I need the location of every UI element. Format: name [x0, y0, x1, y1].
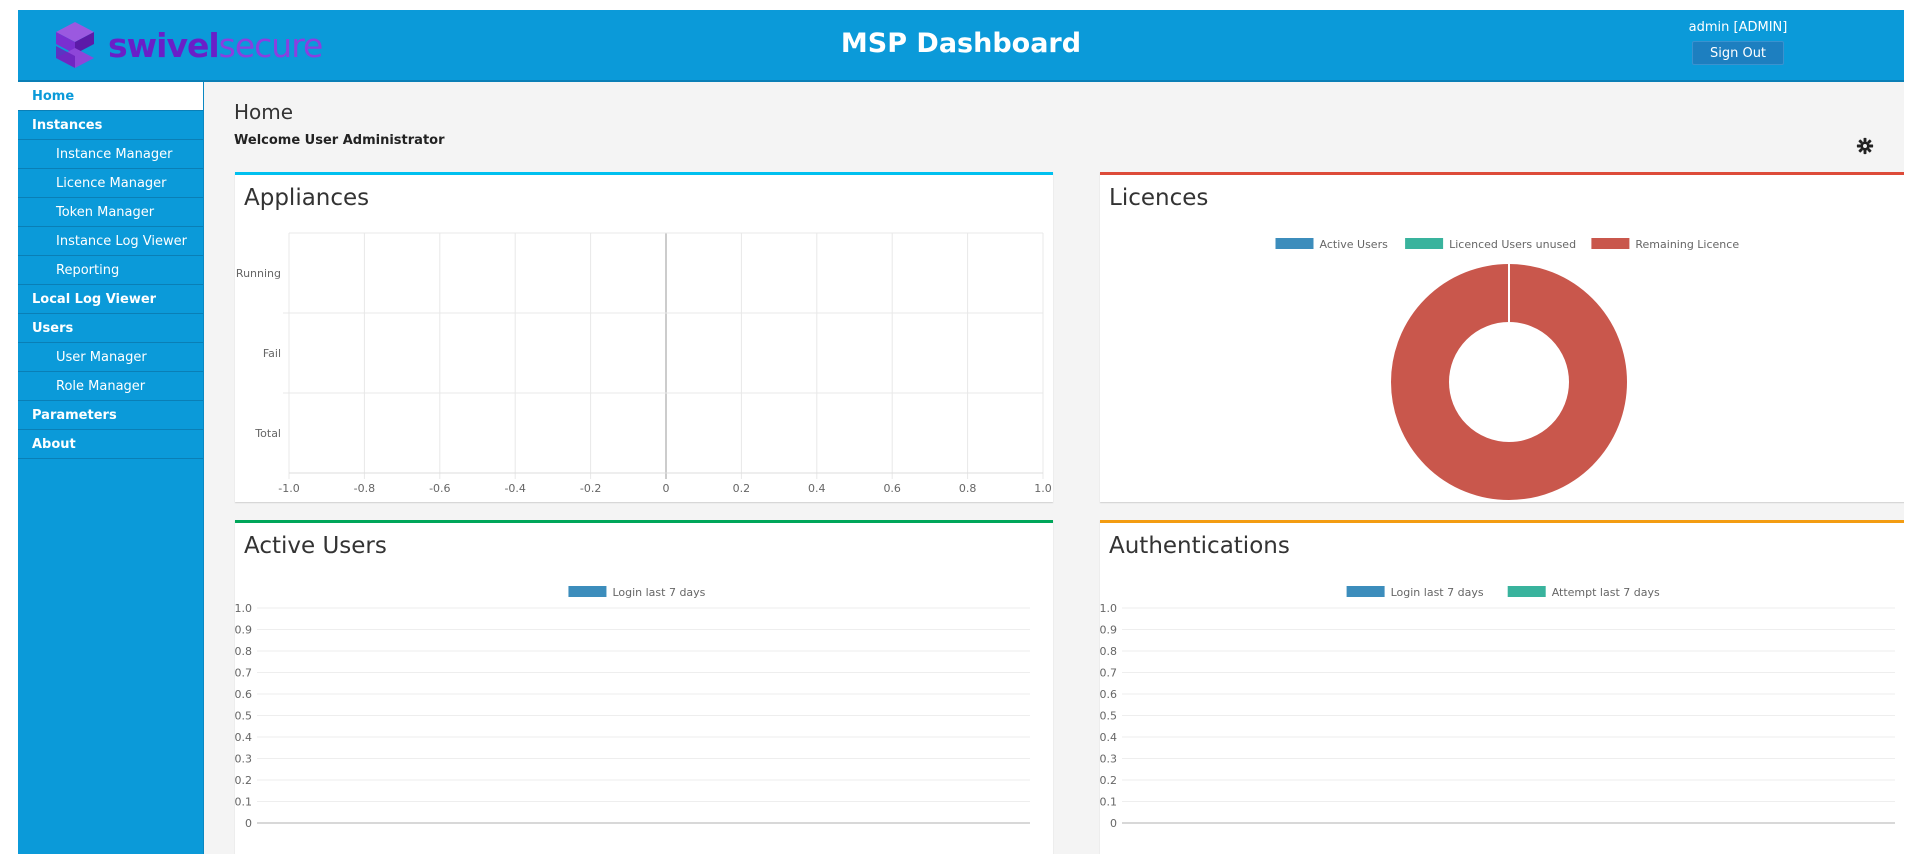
y-tick-label: Total	[254, 427, 281, 440]
x-tick-label: 0.8	[959, 482, 977, 495]
appliances-title: Appliances	[244, 185, 370, 211]
y-tick-label: 0.6	[235, 688, 252, 701]
active-users-chart: Login last 7 days 1.0 0.9 0.8 0.7 0.6 0.5 0.4 0.…	[235, 586, 1030, 830]
y-tick-label: 0.5	[1100, 710, 1117, 723]
main-content: Home Welcome User Administrator Applianc…	[221, 93, 1904, 854]
gear-icon[interactable]	[1856, 137, 1874, 155]
y-tick-label: 0.4	[1100, 731, 1117, 744]
sidebar: Home Instances Instance Manager Licence Man…	[18, 82, 204, 854]
user-box: admin [ADMIN] Sign Out	[1678, 20, 1798, 65]
x-tick-label: -0.6	[429, 482, 450, 495]
sign-out-button[interactable]: Sign Out	[1692, 41, 1784, 65]
y-tick-label: 0.4	[235, 731, 252, 744]
legend-swatch	[1275, 238, 1314, 249]
y-tick-label: Fail	[263, 347, 281, 360]
appliances-panel: Appliances -1.0 -0.8 -0.6 -0.4 -0.2 0 0.2 0.4 0.…	[235, 172, 1053, 502]
legend-label: Attempt last 7 days	[1552, 586, 1660, 599]
top-bar: swivelsecure MSP Dashboard admin [ADMIN]…	[18, 10, 1904, 82]
x-tick-label: -0.8	[354, 482, 375, 495]
x-tick-label: -0.2	[580, 482, 601, 495]
y-tick-label: 0.8	[1100, 645, 1117, 658]
y-tick-label: 0.6	[1100, 688, 1117, 701]
legend-label: Login last 7 days	[612, 586, 705, 599]
x-tick-label: 0.2	[733, 482, 751, 495]
y-tick-label: 1.0	[235, 602, 252, 615]
x-tick-label: 0	[663, 482, 670, 495]
sidebar-item-instance-log-viewer[interactable]: Instance Log Viewer	[18, 227, 203, 256]
y-tick-label: 0.7	[1100, 667, 1117, 680]
sidebar-item-token-manager[interactable]: Token Manager	[18, 198, 203, 227]
sidebar-item-role-manager[interactable]: Role Manager	[18, 372, 203, 401]
legend-swatch	[1346, 586, 1385, 597]
legend-swatch	[568, 586, 607, 597]
x-tick-label: 1.0	[1034, 482, 1052, 495]
y-tick-label: 0.9	[1100, 624, 1117, 637]
x-tick-label: -1.0	[278, 482, 299, 495]
y-tick-label: 0.8	[235, 645, 252, 658]
sidebar-item-licence-manager[interactable]: Licence Manager	[18, 169, 203, 198]
y-tick-label: 0	[1110, 817, 1117, 830]
active-users-panel: Active Users Login last 7 days 1.0 0.9 0.8 0…	[235, 520, 1053, 854]
current-user-label: admin [ADMIN]	[1688, 20, 1788, 35]
sidebar-item-home[interactable]: Home	[18, 82, 203, 111]
authentications-chart: Login last 7 days Attempt last 7 days 1.0 0…	[1100, 586, 1895, 830]
y-tick-label: 0.3	[1100, 753, 1117, 766]
legend-swatch	[1405, 238, 1444, 249]
licences-panel: Licences Active Users Licenced Users unus…	[1100, 172, 1904, 502]
licences-chart: Active Users Licenced Users unused Remaini…	[1275, 238, 1739, 500]
sidebar-item-about[interactable]: About	[18, 430, 203, 459]
y-tick-label: 0.3	[235, 753, 252, 766]
legend-swatch	[1507, 586, 1546, 597]
sidebar-item-instance-manager[interactable]: Instance Manager	[18, 140, 203, 169]
licences-title: Licences	[1109, 185, 1209, 211]
legend-label: Active Users	[1320, 238, 1389, 251]
authentications-panel: Authentications Login last 7 days Attempt…	[1100, 520, 1904, 854]
legend-label: Licenced Users unused	[1449, 238, 1576, 251]
authentications-title: Authentications	[1109, 533, 1290, 559]
sidebar-item-parameters[interactable]: Parameters	[18, 401, 203, 430]
legend-label: Login last 7 days	[1391, 586, 1484, 599]
legend-swatch	[1591, 238, 1630, 249]
page-title: Home	[234, 100, 294, 124]
active-users-title: Active Users	[244, 533, 387, 559]
y-tick-label: 0.2	[235, 774, 252, 787]
logo[interactable]: swivelsecure	[52, 20, 323, 70]
x-tick-label: 0.6	[883, 482, 901, 495]
appliances-chart: -1.0 -0.8 -0.6 -0.4 -0.2 0 0.2 0.4 0.6 0.8 1.0 Runn…	[236, 232, 1052, 495]
y-tick-label: Running	[236, 267, 281, 280]
y-tick-label: 0.1	[235, 796, 252, 809]
sidebar-item-user-manager[interactable]: User Manager	[18, 343, 203, 372]
y-tick-label: 0.9	[235, 624, 252, 637]
y-tick-label: 1.0	[1100, 602, 1117, 615]
swivel-logo-icon	[56, 22, 94, 68]
y-tick-label: 0	[245, 817, 252, 830]
x-tick-label: 0.4	[808, 482, 826, 495]
sidebar-item-users[interactable]: Users	[18, 314, 203, 343]
sidebar-item-reporting[interactable]: Reporting	[18, 256, 203, 285]
sidebar-item-instances[interactable]: Instances	[18, 111, 203, 140]
welcome-message: Welcome User Administrator	[234, 133, 445, 148]
y-tick-label: 0.2	[1100, 774, 1117, 787]
app-window: swivelsecure MSP Dashboard admin [ADMIN]…	[18, 10, 1904, 854]
legend-label: Remaining Licence	[1635, 238, 1739, 251]
y-tick-label: 0.5	[235, 710, 252, 723]
x-tick-label: -0.4	[504, 482, 525, 495]
brand-name: swivelsecure	[108, 25, 323, 65]
sidebar-item-local-log-viewer[interactable]: Local Log Viewer	[18, 285, 203, 314]
y-tick-label: 0.1	[1100, 796, 1117, 809]
y-tick-label: 0.7	[235, 667, 252, 680]
